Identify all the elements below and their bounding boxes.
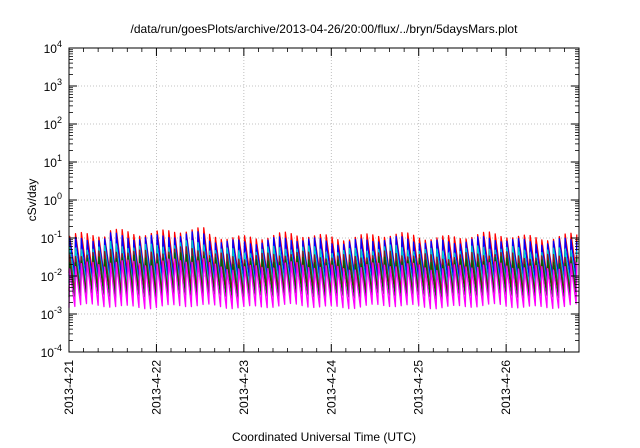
y-tick-label: 102 xyxy=(44,115,62,132)
y-tick-label: 101 xyxy=(44,153,62,170)
x-axis-label: Coordinated Universal Time (UTC) xyxy=(232,430,416,444)
x-tick-label: 2013-4-25 xyxy=(412,360,426,415)
grid-lines xyxy=(69,48,579,352)
y-axis-label: cSv/day xyxy=(25,179,39,222)
y-tick-label: 100 xyxy=(44,191,62,208)
x-tick-label: 2013-4-24 xyxy=(324,360,338,415)
series-line xyxy=(68,239,578,288)
y-tick-label: 10-1 xyxy=(41,229,62,246)
x-tick-label: 2013-4-26 xyxy=(499,360,513,415)
x-tick-label: 2013-4-21 xyxy=(62,360,76,415)
series-layer xyxy=(68,227,578,310)
x-tick-label: 2013-4-23 xyxy=(237,360,251,415)
y-axis: 104 103 102 101 100 10-1 10-2 10-3 10-4 xyxy=(41,39,579,360)
y-tick-label: 103 xyxy=(44,77,62,94)
x-tick-label: 2013-4-22 xyxy=(149,360,163,415)
series-line xyxy=(68,258,578,310)
series-line xyxy=(68,231,578,282)
x-axis: 2013-4-21 2013-4-22 2013-4-23 2013-4-24 2013… xyxy=(62,48,580,415)
y-tick-label: 10-4 xyxy=(41,343,62,360)
y-tick-label: 10-3 xyxy=(41,305,62,322)
y-tick-label: 10-2 xyxy=(41,267,62,284)
y-tick-label: 104 xyxy=(44,39,62,56)
chart-title: /data/run/goesPlots/archive/2013-04-26/2… xyxy=(131,22,519,36)
series-line xyxy=(68,252,578,300)
